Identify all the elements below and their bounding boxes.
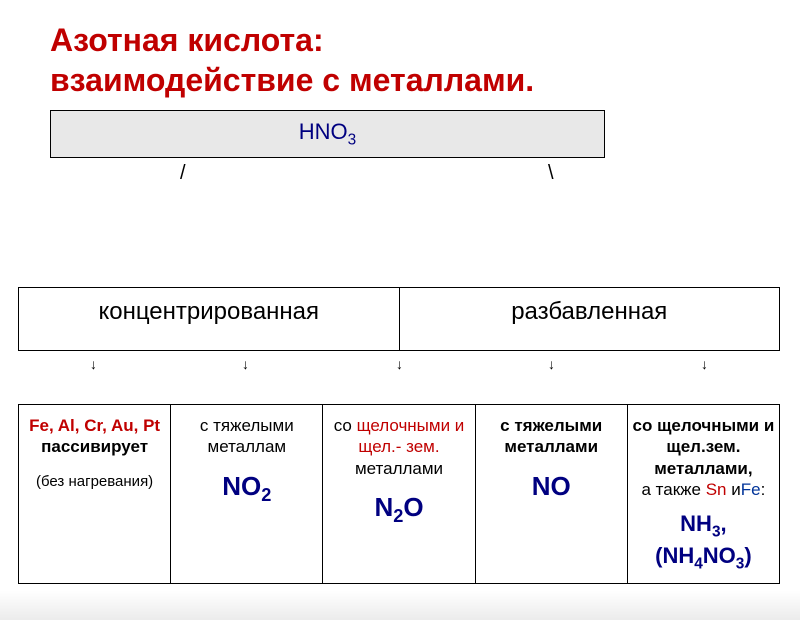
nh4no3-close: ) [744,543,751,568]
concentration-row: концентрированная разбавленная [18,287,780,351]
title-line-1: Азотная кислота: [50,22,324,58]
formula-no2: NO2 [175,470,318,507]
formula-no: NO [480,470,623,503]
formula-nh3: NH3 [680,511,720,536]
hno3-sub: 3 [348,131,357,148]
cell-alkali-dilute: со щелочными и щел.зем. металлами, а так… [628,405,779,583]
and-text: и [727,480,741,499]
cell-heavy-dilute: с тяжелыми металлами NO [476,405,628,583]
arrow-2: ↓ [242,356,249,372]
heavy-conc-text: с тяжелыми металлам [200,416,294,456]
nh4no3-sub1: 4 [694,555,703,572]
alkali-conc-red: щелочными и щел.- зем. [357,416,465,456]
slash-left: / [180,162,186,185]
formula-n2o: N2O [327,491,470,528]
passivation-note: (без нагревания) [36,473,153,490]
arrow-5: ↓ [701,356,708,372]
also-text: а также [642,480,706,499]
nh3-comma: , [721,511,727,536]
arrow-1: ↓ [90,356,97,372]
cell-alkali-conc: со щелочными и щел.- зем. металлами N2O [323,405,475,583]
alkali-conc-pre: со [334,416,357,435]
no2-sub: 2 [261,485,271,505]
alkali-dilute-text: со щелочными и щел.зем. металлами, [633,416,775,478]
bottom-shadow [0,590,800,620]
nh4no3-mid: NO [703,543,736,568]
no2-base: NO [222,471,261,501]
hno3-base: HNO [299,119,348,144]
cell-concentrated: концентрированная [19,288,400,350]
products-row: Fe, Al, Cr, Au, Pt пассивирует (без нагр… [18,404,780,584]
n2o-o: O [403,492,423,522]
alkali-conc-post: металлами [355,459,443,478]
passivation-action: пассивирует [41,437,148,456]
arrow-3: ↓ [396,356,403,372]
fe-text: Fe [741,480,761,499]
heavy-dilute-text: с тяжелыми металлами [500,416,602,456]
hno3-header-box: HNO3 [50,110,605,158]
branch-slashes: / \ [50,162,605,184]
n2o-n: N [374,492,393,522]
cell-dilute: разбавленная [400,288,780,350]
formula-nh4no3: (NH4NO3) [655,543,752,568]
arrow-row: ↓ ↓ ↓ ↓ ↓ [18,356,780,376]
slash-right: \ [548,162,554,185]
arrow-4: ↓ [548,356,555,372]
nh4no3-open: (NH [655,543,694,568]
colon-text: : [761,480,766,499]
nh3-sub: 3 [712,523,721,540]
passivation-metals: Fe, Al, Cr, Au, Pt [29,416,160,435]
sn-text: Sn [706,480,727,499]
n2o-sub: 2 [393,506,403,526]
cell-heavy-conc: с тяжелыми металлам NO2 [171,405,323,583]
page-title: Азотная кислота: взаимодействие с металл… [50,20,750,100]
hno3-formula: HNO3 [299,119,356,144]
nh3-base: NH [680,511,712,536]
cell-passivation: Fe, Al, Cr, Au, Pt пассивирует (без нагр… [19,405,171,583]
title-line-2: взаимодействие с металлами. [50,62,534,98]
